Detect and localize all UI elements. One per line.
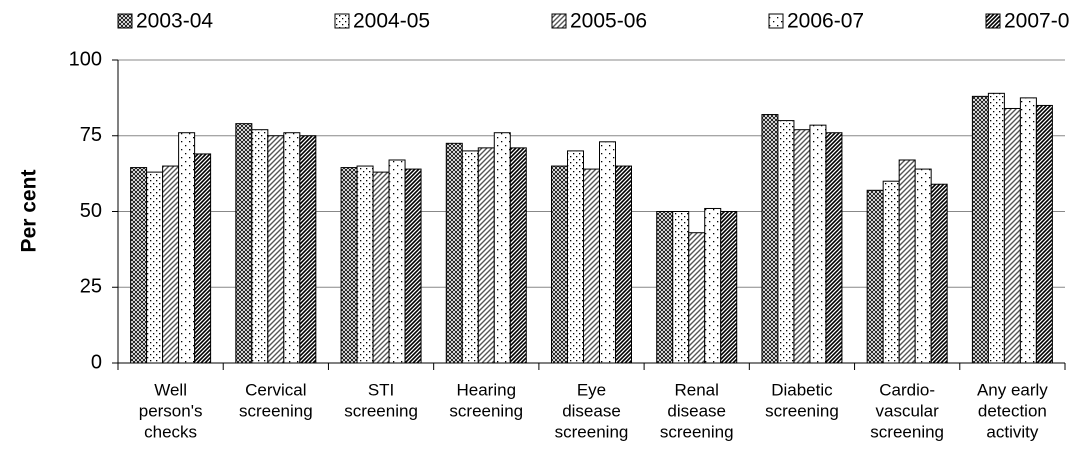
y-tick-label: 0 [91,351,102,373]
x-tick-label: disease [667,401,726,420]
bar [987,92,1005,364]
bar [267,135,285,364]
bar [509,147,527,364]
bar [372,171,390,364]
bar [146,171,164,364]
x-tick-label: screening [660,422,734,441]
bar [493,132,511,364]
x-tick-label: Diabetic [771,380,833,399]
x-tick-label: screening [555,422,629,441]
bar [656,211,674,364]
y-tick-label: 25 [80,276,102,298]
bar [283,132,301,364]
bar [445,142,463,364]
x-tick-label: Cervical [245,380,306,399]
x-tick-label: vascular [876,401,940,420]
bar [866,189,884,364]
legend-swatch [117,13,133,29]
bar [340,167,358,364]
x-tick-label: Well [154,380,187,399]
bar [251,129,269,364]
x-tick-label: detection [978,401,1047,420]
x-tick-label: screening [870,422,944,441]
bar [1019,97,1037,364]
bar [194,153,212,364]
bar [882,180,900,364]
y-tick-label: 50 [80,200,102,222]
legend-swatch [334,13,350,29]
bar [567,150,584,364]
bar [130,167,148,364]
x-tick-label: Any early [977,380,1048,399]
x-tick-label: activity [986,422,1038,441]
x-tick-label: Cardio- [879,380,935,399]
bar [720,211,738,364]
bar [761,114,779,364]
bar [704,207,722,364]
bar [388,159,406,364]
bar [898,159,916,364]
bar [825,132,843,364]
legend-label: 2005-06 [570,10,647,33]
bar [235,123,253,364]
legend-label: 2007-08 [1004,10,1069,33]
bar [793,129,811,364]
bar [914,168,932,364]
legend-label: 2006-07 [787,10,864,33]
bar [1035,104,1053,364]
x-tick-label: screening [449,401,523,420]
x-tick-label: Hearing [457,380,517,399]
bar [404,168,422,364]
legend-label: 2003-04 [136,10,213,33]
bar [162,165,180,364]
bar [971,95,989,364]
legend-swatch [551,13,567,29]
x-tick-label: disease [562,401,621,420]
x-tick-label: checks [144,422,197,441]
legend-label: 2004-05 [353,10,430,33]
x-tick-label: person's [139,401,203,420]
legend-swatch [985,13,1001,29]
x-tick-label: Eye [577,380,606,399]
bar [599,141,616,364]
y-axis-label: Per cent [18,170,41,253]
bar [777,120,795,364]
x-tick-label: screening [765,401,839,420]
bar [178,132,196,364]
bar [461,150,479,364]
bar [356,165,374,364]
x-tick-label: STI [368,380,394,399]
legend-swatch [768,13,784,29]
bar [1003,107,1021,364]
bar [299,135,317,364]
x-tick-label: screening [239,401,313,420]
y-tick-label: 100 [69,48,102,70]
bar [551,165,568,364]
bar [615,165,632,364]
bar [688,232,706,364]
bar [583,168,600,364]
x-tick-label: screening [344,401,418,420]
bar [930,183,948,364]
bar [809,124,827,364]
bar [672,211,690,364]
bar [477,147,495,364]
x-tick-label: Renal [675,380,719,399]
y-tick-label: 75 [80,124,102,146]
